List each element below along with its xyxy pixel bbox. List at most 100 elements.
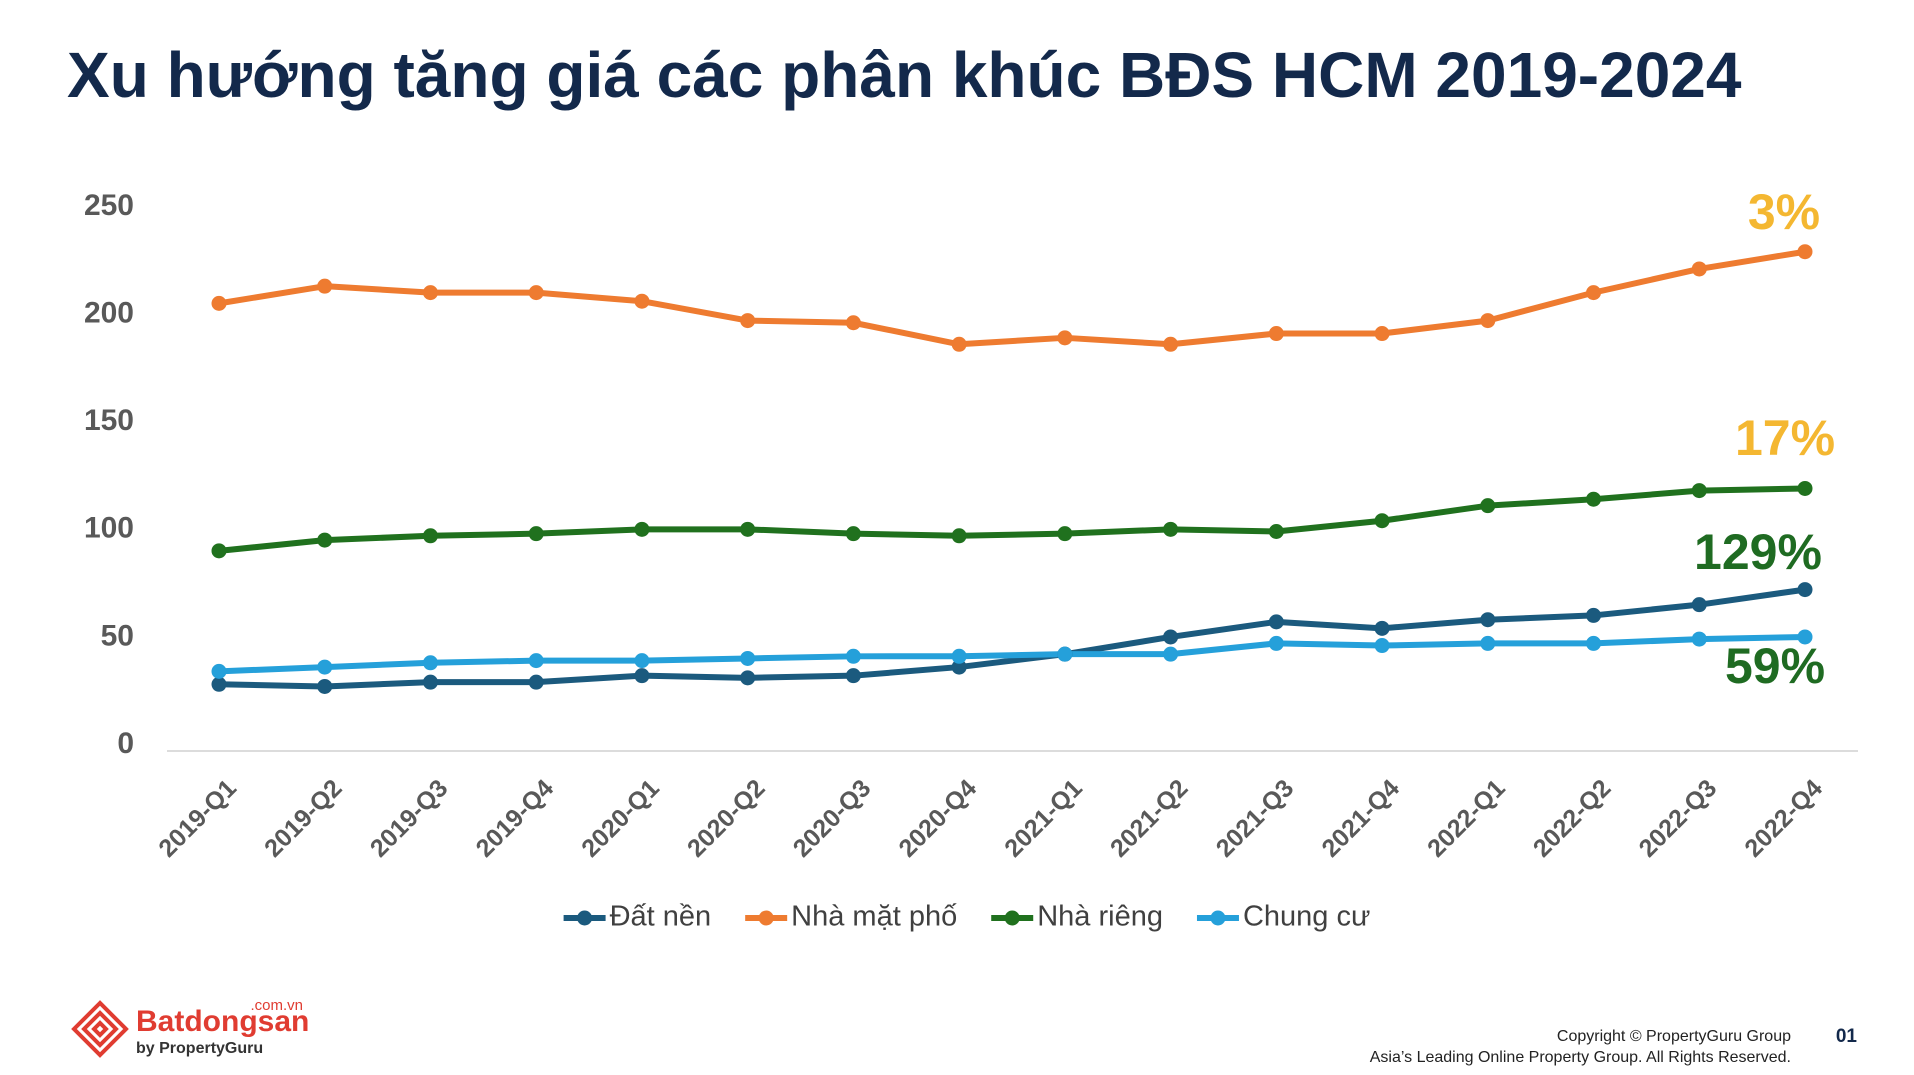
legend-label: Nhà riêng bbox=[1037, 901, 1163, 933]
data-point bbox=[1163, 629, 1179, 645]
x-tick-label: 2022-Q2 bbox=[1528, 774, 1617, 863]
data-point bbox=[1268, 614, 1284, 630]
data-point bbox=[845, 668, 861, 684]
x-tick-label: 2019-Q1 bbox=[153, 774, 242, 863]
data-point bbox=[1691, 483, 1707, 499]
data-point bbox=[1586, 491, 1602, 507]
x-tick-label: 2020-Q1 bbox=[576, 774, 665, 863]
data-point bbox=[1268, 635, 1284, 651]
data-point bbox=[634, 653, 650, 669]
x-tick-label: 2019-Q4 bbox=[471, 774, 560, 863]
data-point bbox=[845, 648, 861, 664]
data-point bbox=[634, 521, 650, 537]
data-point bbox=[1374, 326, 1390, 342]
data-point bbox=[1586, 607, 1602, 623]
x-tick-label: 2019-Q2 bbox=[259, 774, 348, 863]
data-point bbox=[1586, 635, 1602, 651]
data-point bbox=[1268, 326, 1284, 342]
legend-marker bbox=[1210, 910, 1226, 926]
data-point bbox=[211, 295, 227, 311]
x-tick-label: 2020-Q4 bbox=[893, 774, 982, 863]
y-tick-label: 50 bbox=[101, 619, 134, 652]
data-point bbox=[951, 659, 967, 675]
logo-text: Batdongsan bbox=[136, 1005, 309, 1038]
legend-marker bbox=[1004, 910, 1020, 926]
legend-label: Đất nền bbox=[610, 901, 712, 933]
series-line bbox=[218, 248, 1806, 348]
data-point bbox=[740, 670, 756, 686]
data-point bbox=[1163, 521, 1179, 537]
data-point bbox=[951, 336, 967, 352]
series-line bbox=[218, 485, 1806, 554]
data-point bbox=[211, 543, 227, 559]
data-point bbox=[845, 526, 861, 542]
data-point bbox=[1163, 646, 1179, 662]
logo-sub: by PropertyGuru bbox=[136, 1040, 263, 1057]
data-point bbox=[1057, 526, 1073, 542]
data-point bbox=[634, 668, 650, 684]
annotation: 17% bbox=[1735, 410, 1835, 466]
page-number: 01 bbox=[1836, 1026, 1858, 1047]
data-point bbox=[740, 521, 756, 537]
x-tick-label: 2022-Q3 bbox=[1634, 774, 1723, 863]
data-point bbox=[1374, 620, 1390, 636]
data-point bbox=[1163, 336, 1179, 352]
data-point bbox=[740, 650, 756, 666]
data-point bbox=[1691, 261, 1707, 277]
data-point bbox=[951, 528, 967, 544]
data-point bbox=[1797, 480, 1813, 496]
series-line bbox=[218, 633, 1806, 675]
data-point bbox=[1374, 513, 1390, 529]
x-tick-label: 2019-Q3 bbox=[365, 774, 454, 863]
logo-icon bbox=[71, 1000, 129, 1058]
data-point bbox=[422, 285, 438, 301]
legend-marker bbox=[577, 910, 593, 926]
x-tick-label: 2022-Q4 bbox=[1739, 774, 1828, 863]
x-tick-label: 2021-Q2 bbox=[1105, 774, 1194, 863]
data-point bbox=[845, 315, 861, 331]
y-tick-label: 0 bbox=[117, 727, 134, 760]
data-point bbox=[1480, 498, 1496, 514]
data-point bbox=[528, 674, 544, 690]
y-tick-label: 250 bbox=[84, 189, 134, 222]
legend-label: Chung cư bbox=[1243, 901, 1370, 933]
chart-title: Xu hướng tăng giá các phân khúc BĐS HCM … bbox=[67, 39, 1742, 111]
data-point bbox=[317, 532, 333, 548]
data-point bbox=[1057, 646, 1073, 662]
data-point bbox=[528, 285, 544, 301]
data-point bbox=[422, 528, 438, 544]
data-point bbox=[1691, 597, 1707, 613]
data-point bbox=[1586, 285, 1602, 301]
data-point bbox=[528, 653, 544, 669]
data-point bbox=[1057, 330, 1073, 346]
data-point bbox=[317, 659, 333, 675]
y-tick-label: 200 bbox=[84, 297, 134, 330]
y-tick-label: 100 bbox=[84, 512, 134, 545]
x-tick-label: 2020-Q3 bbox=[788, 774, 877, 863]
data-point bbox=[1268, 523, 1284, 539]
x-tick-label: 2020-Q2 bbox=[682, 774, 771, 863]
annotation: 129% bbox=[1694, 524, 1822, 580]
copyright: Copyright © PropertyGuru Group bbox=[1557, 1028, 1791, 1045]
data-point bbox=[634, 293, 650, 309]
logo-domain: .com.vn bbox=[250, 997, 303, 1014]
data-point bbox=[1480, 635, 1496, 651]
data-point bbox=[1797, 244, 1813, 260]
x-tick-label: 2021-Q3 bbox=[1211, 774, 1300, 863]
data-point bbox=[1797, 582, 1813, 598]
data-point bbox=[1480, 313, 1496, 329]
data-point bbox=[317, 678, 333, 694]
series-line bbox=[218, 586, 1806, 690]
data-point bbox=[211, 676, 227, 692]
legend-marker bbox=[758, 910, 774, 926]
logo: Batdongsan .com.vn by PropertyGuru bbox=[71, 997, 309, 1058]
data-point bbox=[211, 663, 227, 679]
data-point bbox=[422, 655, 438, 671]
data-point bbox=[317, 278, 333, 294]
x-tick-label: 2022-Q1 bbox=[1422, 774, 1511, 863]
data-point bbox=[951, 648, 967, 664]
annotation: 3% bbox=[1748, 184, 1820, 240]
y-tick-label: 150 bbox=[84, 404, 134, 437]
x-tick-label: 2021-Q4 bbox=[1316, 774, 1405, 863]
data-point bbox=[1797, 629, 1813, 645]
